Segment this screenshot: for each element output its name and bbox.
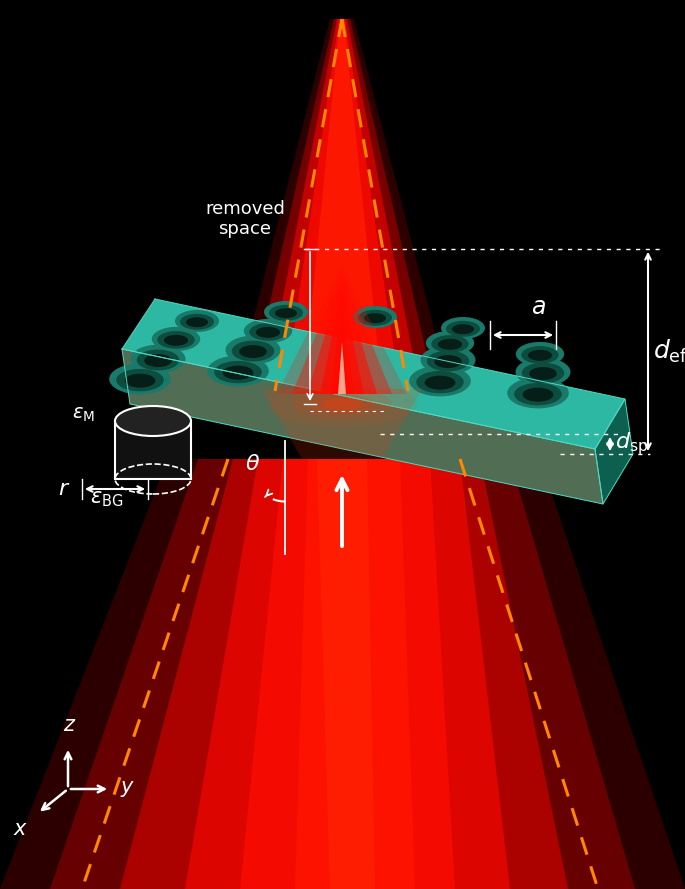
- Polygon shape: [317, 459, 375, 889]
- Ellipse shape: [131, 345, 186, 373]
- Polygon shape: [277, 264, 407, 394]
- Polygon shape: [50, 459, 635, 889]
- Ellipse shape: [137, 349, 179, 371]
- Polygon shape: [262, 389, 422, 459]
- Text: $r$: $r$: [58, 479, 70, 499]
- Ellipse shape: [426, 331, 474, 355]
- Text: $y$: $y$: [120, 779, 135, 799]
- Ellipse shape: [275, 308, 297, 318]
- Ellipse shape: [516, 342, 564, 366]
- Ellipse shape: [225, 336, 280, 364]
- Polygon shape: [240, 459, 455, 889]
- Polygon shape: [265, 19, 420, 391]
- Ellipse shape: [115, 406, 191, 436]
- Polygon shape: [595, 399, 633, 504]
- Polygon shape: [235, 19, 450, 391]
- Ellipse shape: [152, 327, 200, 351]
- Polygon shape: [130, 354, 633, 504]
- Ellipse shape: [522, 363, 564, 383]
- Ellipse shape: [528, 349, 552, 361]
- Ellipse shape: [432, 335, 469, 353]
- Ellipse shape: [409, 365, 471, 396]
- Ellipse shape: [116, 369, 164, 391]
- Ellipse shape: [186, 317, 208, 327]
- Ellipse shape: [310, 394, 375, 413]
- Ellipse shape: [207, 356, 269, 387]
- Polygon shape: [292, 270, 392, 394]
- Ellipse shape: [158, 331, 195, 348]
- Polygon shape: [122, 349, 603, 504]
- Ellipse shape: [507, 378, 569, 408]
- Polygon shape: [338, 342, 346, 394]
- Polygon shape: [185, 459, 510, 889]
- Text: removed
space: removed space: [205, 200, 285, 238]
- Ellipse shape: [292, 389, 392, 419]
- Ellipse shape: [175, 310, 219, 332]
- Ellipse shape: [452, 324, 474, 334]
- Ellipse shape: [514, 383, 562, 405]
- Ellipse shape: [441, 317, 485, 339]
- Text: $z$: $z$: [63, 715, 77, 735]
- Polygon shape: [122, 349, 603, 504]
- Ellipse shape: [427, 350, 469, 372]
- Ellipse shape: [267, 381, 417, 427]
- Ellipse shape: [322, 398, 362, 410]
- Ellipse shape: [530, 367, 557, 380]
- Ellipse shape: [232, 340, 274, 362]
- Text: $\varepsilon_\mathrm{M}$: $\varepsilon_\mathrm{M}$: [72, 404, 95, 423]
- Ellipse shape: [269, 305, 303, 321]
- Ellipse shape: [364, 313, 386, 324]
- Polygon shape: [330, 303, 354, 394]
- Polygon shape: [120, 459, 568, 889]
- Ellipse shape: [244, 319, 292, 343]
- Ellipse shape: [353, 306, 397, 328]
- Polygon shape: [320, 290, 364, 394]
- Ellipse shape: [164, 335, 188, 346]
- Text: $d_\mathrm{eff}$: $d_\mathrm{eff}$: [653, 338, 685, 365]
- Polygon shape: [307, 280, 377, 394]
- Polygon shape: [115, 421, 191, 479]
- Ellipse shape: [521, 346, 559, 364]
- Ellipse shape: [109, 364, 171, 395]
- Ellipse shape: [180, 314, 214, 330]
- Ellipse shape: [438, 339, 462, 349]
- Polygon shape: [336, 323, 348, 394]
- Ellipse shape: [145, 354, 172, 367]
- Text: $d_\mathrm{sp}$: $d_\mathrm{sp}$: [615, 430, 648, 458]
- Ellipse shape: [523, 388, 553, 402]
- Ellipse shape: [446, 321, 480, 337]
- Ellipse shape: [249, 323, 287, 340]
- Ellipse shape: [516, 357, 571, 387]
- Ellipse shape: [256, 327, 280, 338]
- Ellipse shape: [223, 365, 253, 380]
- Polygon shape: [250, 19, 435, 391]
- Polygon shape: [122, 299, 625, 449]
- Ellipse shape: [358, 309, 392, 325]
- Ellipse shape: [214, 361, 262, 383]
- Ellipse shape: [264, 301, 308, 323]
- Text: $x$: $x$: [13, 820, 28, 839]
- Ellipse shape: [416, 371, 464, 393]
- Polygon shape: [303, 19, 382, 391]
- Text: $a$: $a$: [531, 295, 545, 319]
- Ellipse shape: [125, 373, 155, 388]
- Polygon shape: [295, 459, 415, 889]
- Text: $\varepsilon_\mathrm{BG}$: $\varepsilon_\mathrm{BG}$: [90, 489, 123, 509]
- Ellipse shape: [239, 345, 266, 358]
- Ellipse shape: [425, 376, 456, 389]
- Ellipse shape: [421, 346, 475, 374]
- Text: $\theta$: $\theta$: [245, 454, 260, 474]
- Ellipse shape: [434, 355, 462, 368]
- Polygon shape: [285, 19, 400, 391]
- Polygon shape: [0, 459, 685, 889]
